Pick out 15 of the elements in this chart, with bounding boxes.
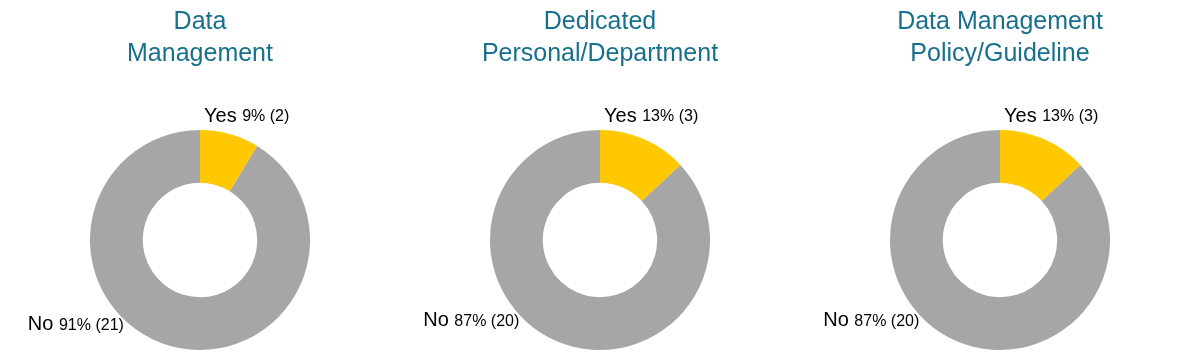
data-label: 87% (20) [854,312,920,330]
slice-label: No [423,308,455,331]
slice-label: Yes [204,103,243,126]
slice-label: Yes [1004,103,1043,126]
slice-label: No [27,312,59,335]
data-label: 87% (20) [454,312,520,330]
chart-title: Data Management [127,5,273,68]
slice-label: No [823,308,855,331]
data-label: 13% (3) [1042,107,1099,125]
chart-title: Data Management Policy/Guideline [897,5,1103,68]
data-label: 13% (3) [642,107,699,125]
slice-label: Yes [604,103,643,126]
data-label: 91% (21) [58,316,124,334]
chart-title: Dedicated Personal/Department [481,5,719,68]
data-label: 9% (2) [242,107,290,125]
